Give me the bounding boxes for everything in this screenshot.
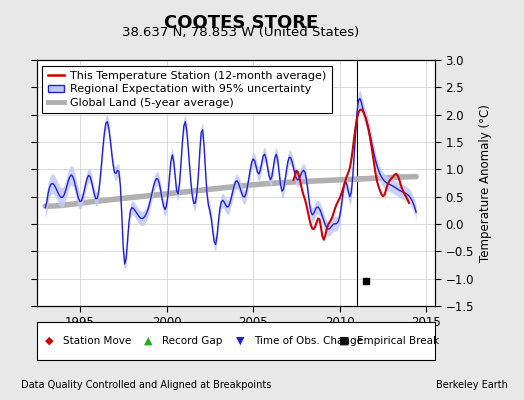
Text: Data Quality Controlled and Aligned at Breakpoints: Data Quality Controlled and Aligned at B… bbox=[21, 380, 271, 390]
Text: 38.637 N, 78.853 W (United States): 38.637 N, 78.853 W (United States) bbox=[123, 26, 359, 39]
Text: ▲: ▲ bbox=[144, 336, 152, 346]
Text: Empirical Break: Empirical Break bbox=[357, 336, 440, 346]
Y-axis label: Temperature Anomaly (°C): Temperature Anomaly (°C) bbox=[479, 104, 493, 262]
Text: Record Gap: Record Gap bbox=[162, 336, 223, 346]
Text: COOTES STORE: COOTES STORE bbox=[164, 14, 318, 32]
Text: Berkeley Earth: Berkeley Earth bbox=[436, 380, 508, 390]
Legend: This Temperature Station (12-month average), Regional Expectation with 95% uncer: This Temperature Station (12-month avera… bbox=[42, 66, 332, 113]
Text: ■: ■ bbox=[340, 336, 350, 346]
Text: ▼: ▼ bbox=[236, 336, 244, 346]
Text: ◆: ◆ bbox=[45, 336, 53, 346]
Text: Time of Obs. Change: Time of Obs. Change bbox=[254, 336, 363, 346]
Text: Station Move: Station Move bbox=[62, 336, 131, 346]
